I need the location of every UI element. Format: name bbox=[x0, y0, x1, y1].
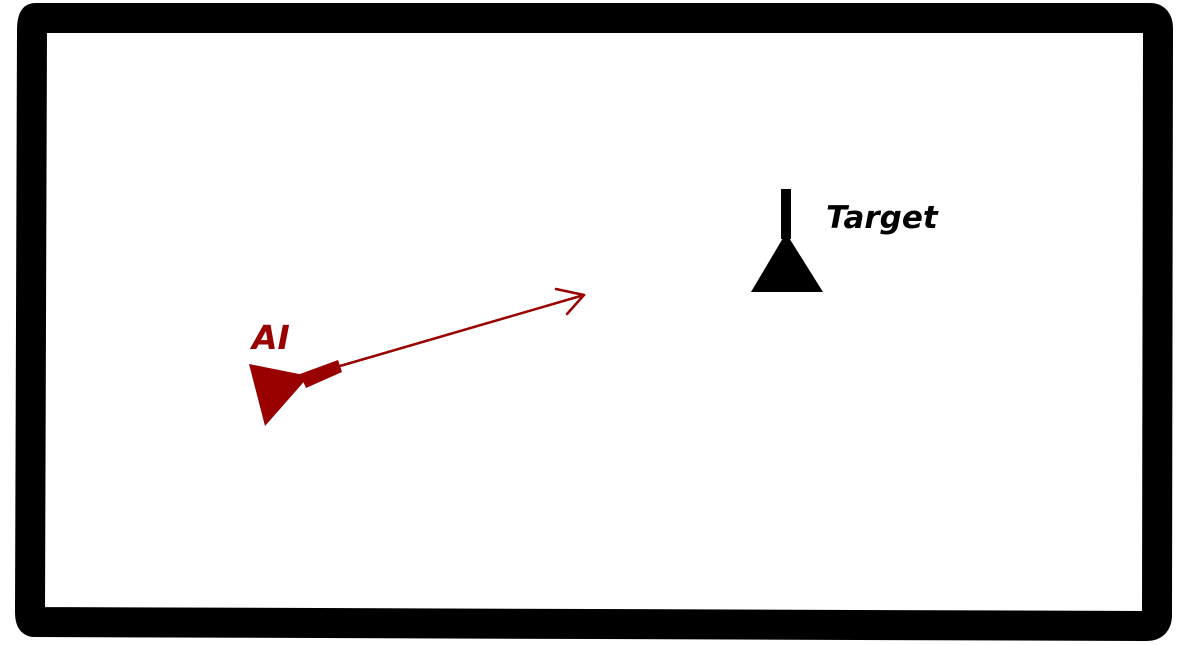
target-stem bbox=[781, 189, 791, 239]
ai-turret-icon bbox=[249, 360, 342, 426]
aim-arrow-shaft bbox=[338, 293, 586, 368]
ai-label: AI bbox=[252, 318, 290, 357]
aim-arrow-icon bbox=[338, 287, 586, 368]
target-triangle bbox=[751, 233, 823, 292]
ai-turret-barrel bbox=[300, 360, 342, 388]
frame-border bbox=[15, 3, 1173, 641]
target-marker-icon bbox=[751, 189, 823, 292]
target-label: Target bbox=[826, 200, 938, 236]
ai-turret-body bbox=[249, 364, 309, 426]
aim-arrow-head bbox=[554, 287, 586, 316]
